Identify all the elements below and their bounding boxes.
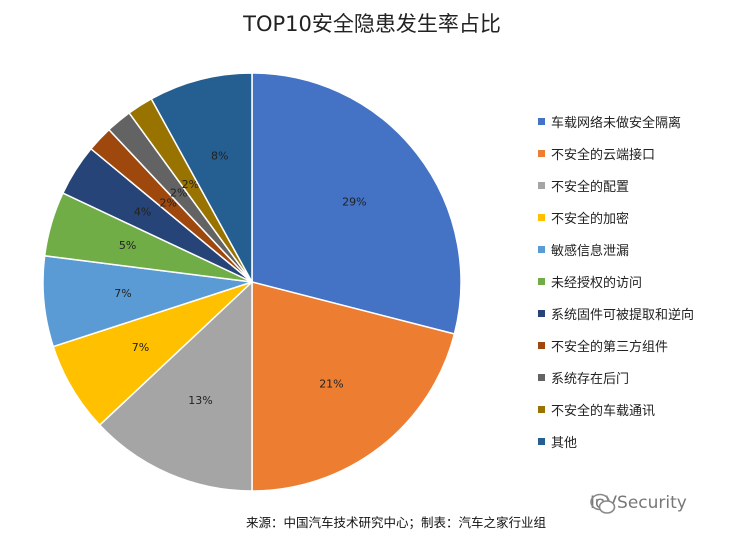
slice-data-label: 2% bbox=[159, 196, 176, 209]
pie-slice bbox=[251, 72, 462, 335]
legend-item: 不安全的车载通讯 bbox=[538, 393, 694, 425]
legend-swatch bbox=[538, 405, 545, 413]
legend-swatch bbox=[538, 213, 545, 221]
slice-data-label: 21% bbox=[319, 377, 343, 390]
pie-slice bbox=[251, 281, 456, 492]
legend-item: 系统固件可被提取和逆向 bbox=[538, 297, 694, 329]
legend-swatch bbox=[538, 437, 545, 445]
slice-data-label: 7% bbox=[132, 341, 149, 354]
legend-item: 车载网络未做安全隔离 bbox=[538, 105, 694, 137]
legend-label: 不安全的车载通讯 bbox=[551, 403, 656, 419]
legend-label: 其他 bbox=[551, 435, 578, 451]
legend-item: 未经授权的访问 bbox=[538, 265, 694, 297]
legend-label: 敏感信息泄漏 bbox=[551, 243, 630, 259]
legend-label: 不安全的第三方组件 bbox=[551, 339, 669, 355]
chart-title: TOP10安全隐患发生率占比 bbox=[243, 12, 501, 36]
legend-swatch bbox=[538, 373, 545, 381]
source-note: 来源：中国汽车技术研究中心；制表：汽车之家行业组 bbox=[246, 515, 547, 530]
legend-swatch bbox=[538, 117, 545, 125]
legend-item: 不安全的第三方组件 bbox=[538, 329, 694, 361]
legend-label: 不安全的加密 bbox=[551, 211, 630, 227]
legend-label: 系统存在后门 bbox=[551, 371, 630, 387]
legend-label: 未经授权的访问 bbox=[551, 275, 643, 291]
legend-label: 系统固件可被提取和逆向 bbox=[551, 307, 695, 323]
legend-item: 敏感信息泄漏 bbox=[538, 233, 694, 265]
slice-data-label: 8% bbox=[211, 149, 228, 162]
legend-swatch bbox=[538, 149, 545, 157]
legend-swatch bbox=[538, 245, 545, 253]
legend-label: 不安全的配置 bbox=[551, 179, 630, 195]
slice-data-label: 7% bbox=[114, 287, 131, 300]
pie-slice bbox=[98, 280, 253, 492]
legend-swatch bbox=[538, 277, 545, 285]
legend-item: 不安全的加密 bbox=[538, 201, 694, 233]
legend-swatch bbox=[538, 341, 545, 349]
pie-slice bbox=[150, 72, 253, 283]
legend-item: 不安全的云端接口 bbox=[538, 137, 694, 169]
legend-swatch bbox=[538, 181, 545, 189]
legend-item: 系统存在后门 bbox=[538, 361, 694, 393]
slice-data-label: 13% bbox=[188, 394, 212, 407]
legend-swatch bbox=[538, 309, 545, 317]
slice-data-label: 2% bbox=[182, 178, 199, 191]
chart-legend: 车载网络未做安全隔离 不安全的云端接口 不安全的配置 不安全的加密 敏感信息泄漏 未经授权… bbox=[538, 105, 694, 457]
slice-data-label: 2% bbox=[170, 186, 187, 199]
slice-data-label: 4% bbox=[134, 206, 151, 219]
slice-data-label: 29% bbox=[342, 196, 366, 209]
slice-data-label: 5% bbox=[119, 239, 136, 252]
legend-label: 车载网络未做安全隔离 bbox=[551, 115, 682, 131]
wechat-icon bbox=[590, 493, 616, 514]
legend-item: 其他 bbox=[538, 425, 694, 457]
legend-item: 不安全的配置 bbox=[538, 169, 694, 201]
legend-label: 不安全的云端接口 bbox=[551, 147, 656, 163]
watermark: IoVSecurity bbox=[590, 493, 687, 514]
